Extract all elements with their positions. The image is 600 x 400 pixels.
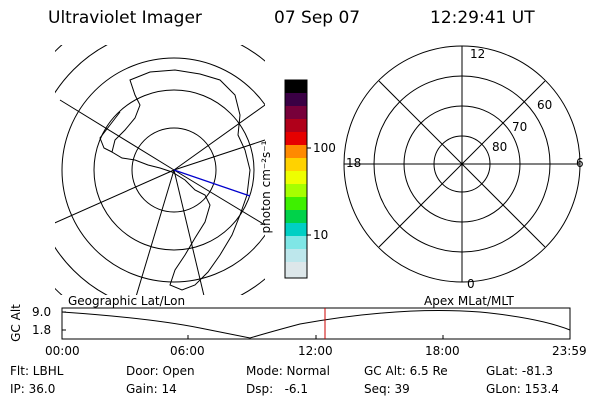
status-door: Door: Open: [126, 364, 195, 378]
mlt-label-0: 0: [467, 277, 475, 291]
left-panel-caption: Geographic Lat/Lon: [68, 294, 186, 308]
altitude-xtick-0: 00:00: [45, 344, 80, 358]
status-dsp: Dsp: -6.1: [246, 382, 309, 396]
right-panel-caption: Apex MLat/MLT: [424, 294, 514, 308]
altitude-xtick-1: 06:00: [170, 344, 205, 358]
status-glat: GLat: -81.3: [486, 364, 553, 378]
geographic-map: [55, 45, 265, 295]
colorbar: [284, 79, 311, 279]
altitude-chart: [61, 307, 571, 340]
altitude-curve: [61, 310, 571, 339]
altitude-ylabel: GC Alt: [9, 304, 23, 342]
colorbar-unit-label: photon cm⁻²s⁻¹: [259, 140, 273, 234]
colorbar-tick-10: 10: [313, 228, 329, 242]
altitude-xtick-4: 23:59: [552, 344, 587, 358]
mlt-label-6: 6: [576, 156, 584, 170]
altitude-xtick-3: 18:00: [425, 344, 460, 358]
altitude-ytick-low: 1.8: [32, 323, 52, 337]
status-gc-alt: GC Alt: 6.5 Re: [364, 364, 448, 378]
mlat-label-70: 70: [512, 120, 528, 134]
status-mode: Mode: Normal: [246, 364, 330, 378]
mlat-label-60: 60: [537, 98, 553, 112]
date-label: 07 Sep 07: [274, 8, 361, 28]
status-seq: Seq: 39: [364, 382, 410, 396]
altitude-ytick-high: 9.0: [32, 305, 52, 319]
status-gain: Gain: 14: [126, 382, 177, 396]
continent-outline: [111, 69, 251, 291]
projection-line: [173, 169, 251, 197]
status-glon: GLon: 153.4: [486, 382, 559, 396]
polar-plot: [343, 45, 581, 283]
status-ip: IP: 36.0: [10, 382, 56, 396]
time-label: 12:29:41 UT: [430, 8, 535, 28]
altitude-xtick-2: 12:00: [298, 344, 333, 358]
status-flt: Flt: LBHL: [10, 364, 64, 378]
colorbar-tick-100: 100: [313, 141, 336, 155]
mlt-label-12: 12: [470, 47, 486, 61]
mlat-label-80: 80: [492, 140, 508, 154]
instrument-title: Ultraviolet Imager: [48, 8, 202, 28]
mlt-label-18: 18: [346, 156, 362, 170]
